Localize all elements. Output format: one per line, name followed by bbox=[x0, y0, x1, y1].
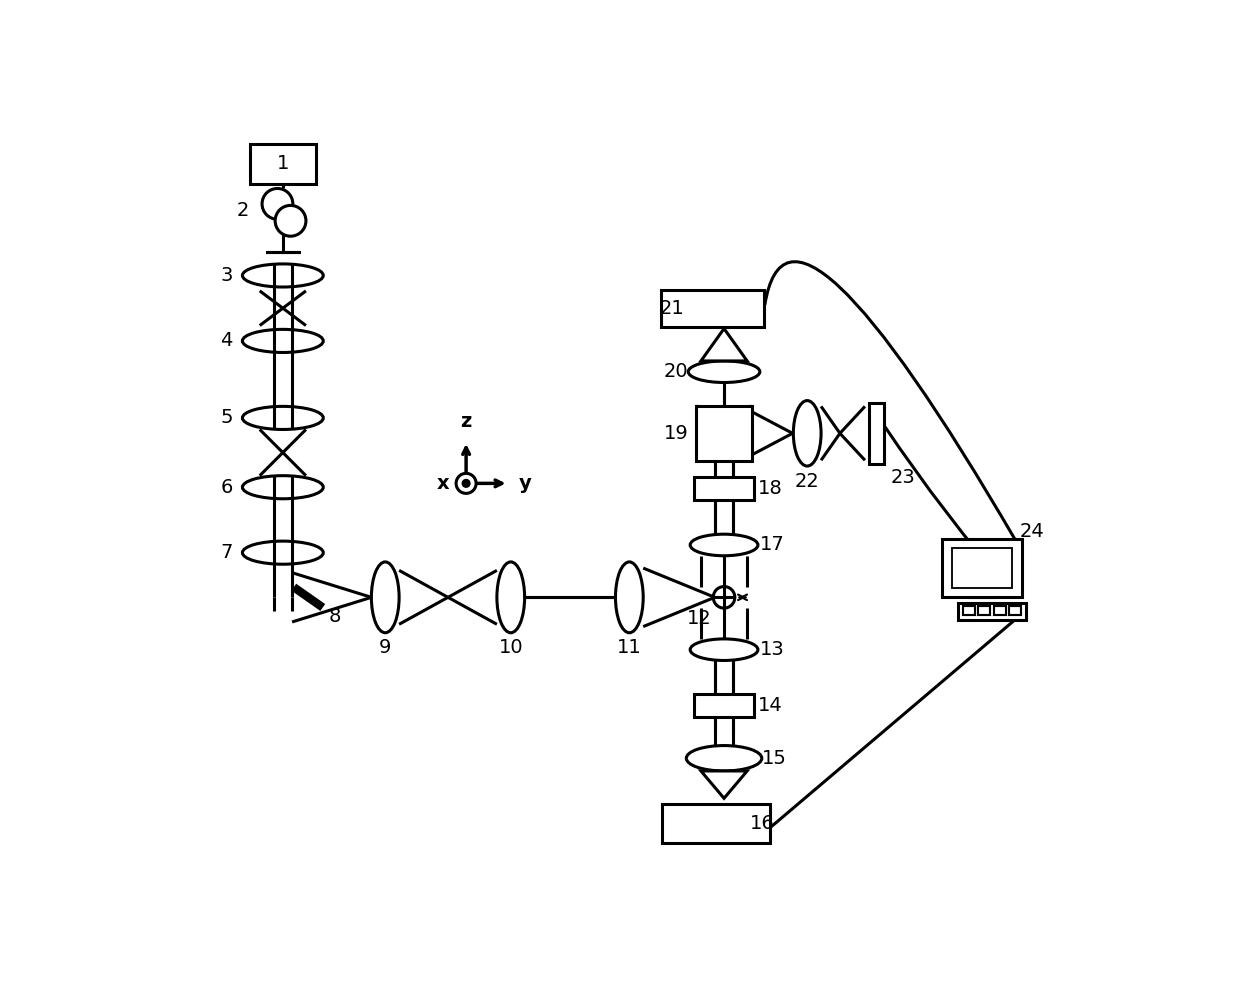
Text: 11: 11 bbox=[618, 638, 642, 657]
Circle shape bbox=[713, 587, 735, 608]
Text: 22: 22 bbox=[795, 472, 820, 491]
Ellipse shape bbox=[242, 476, 324, 498]
Bar bbox=[962, 606, 975, 615]
Ellipse shape bbox=[686, 746, 761, 771]
Ellipse shape bbox=[691, 534, 758, 556]
Text: 6: 6 bbox=[221, 478, 233, 496]
Text: 9: 9 bbox=[379, 638, 392, 657]
Ellipse shape bbox=[497, 562, 525, 633]
Bar bbox=[1009, 606, 1022, 615]
Text: 1: 1 bbox=[277, 154, 289, 174]
Text: 5: 5 bbox=[221, 408, 233, 427]
Text: 15: 15 bbox=[761, 749, 786, 768]
Bar bbox=[694, 694, 754, 718]
Bar bbox=[250, 144, 315, 184]
Text: z: z bbox=[460, 412, 471, 431]
Bar bbox=[978, 606, 991, 615]
Text: 18: 18 bbox=[758, 480, 782, 498]
Bar bbox=[694, 478, 754, 500]
Ellipse shape bbox=[691, 638, 758, 660]
Text: y: y bbox=[518, 474, 531, 493]
Bar bbox=[661, 290, 765, 327]
Text: 14: 14 bbox=[758, 696, 782, 715]
Ellipse shape bbox=[242, 406, 324, 429]
Text: 20: 20 bbox=[663, 362, 688, 381]
Text: 23: 23 bbox=[892, 469, 916, 488]
Circle shape bbox=[275, 206, 306, 236]
Ellipse shape bbox=[242, 541, 324, 564]
Ellipse shape bbox=[794, 400, 821, 466]
Ellipse shape bbox=[615, 562, 644, 633]
Bar bbox=[941, 539, 1023, 597]
Circle shape bbox=[463, 480, 470, 488]
Ellipse shape bbox=[688, 360, 760, 382]
Text: 10: 10 bbox=[498, 638, 523, 657]
Text: 17: 17 bbox=[759, 535, 784, 554]
Text: 12: 12 bbox=[687, 610, 712, 629]
Bar bbox=[951, 548, 1012, 588]
Bar bbox=[869, 402, 884, 464]
Text: 19: 19 bbox=[663, 424, 688, 443]
Bar bbox=[697, 405, 751, 461]
Polygon shape bbox=[701, 329, 748, 360]
Ellipse shape bbox=[242, 264, 324, 287]
Polygon shape bbox=[701, 771, 748, 798]
Text: 16: 16 bbox=[750, 814, 775, 833]
Text: 13: 13 bbox=[759, 640, 784, 659]
Text: 21: 21 bbox=[660, 299, 684, 318]
Polygon shape bbox=[294, 586, 324, 609]
Circle shape bbox=[262, 189, 293, 219]
Bar bbox=[662, 804, 770, 843]
Text: 4: 4 bbox=[221, 332, 233, 351]
Circle shape bbox=[456, 474, 476, 494]
Bar bbox=[959, 604, 1025, 621]
Text: x: x bbox=[436, 474, 449, 493]
Text: 8: 8 bbox=[329, 607, 341, 626]
Ellipse shape bbox=[372, 562, 399, 633]
Ellipse shape bbox=[242, 330, 324, 353]
Text: 7: 7 bbox=[221, 543, 233, 562]
Text: 3: 3 bbox=[221, 266, 233, 285]
Bar bbox=[993, 606, 1006, 615]
Text: 24: 24 bbox=[1019, 522, 1044, 541]
Text: 2: 2 bbox=[237, 201, 249, 219]
